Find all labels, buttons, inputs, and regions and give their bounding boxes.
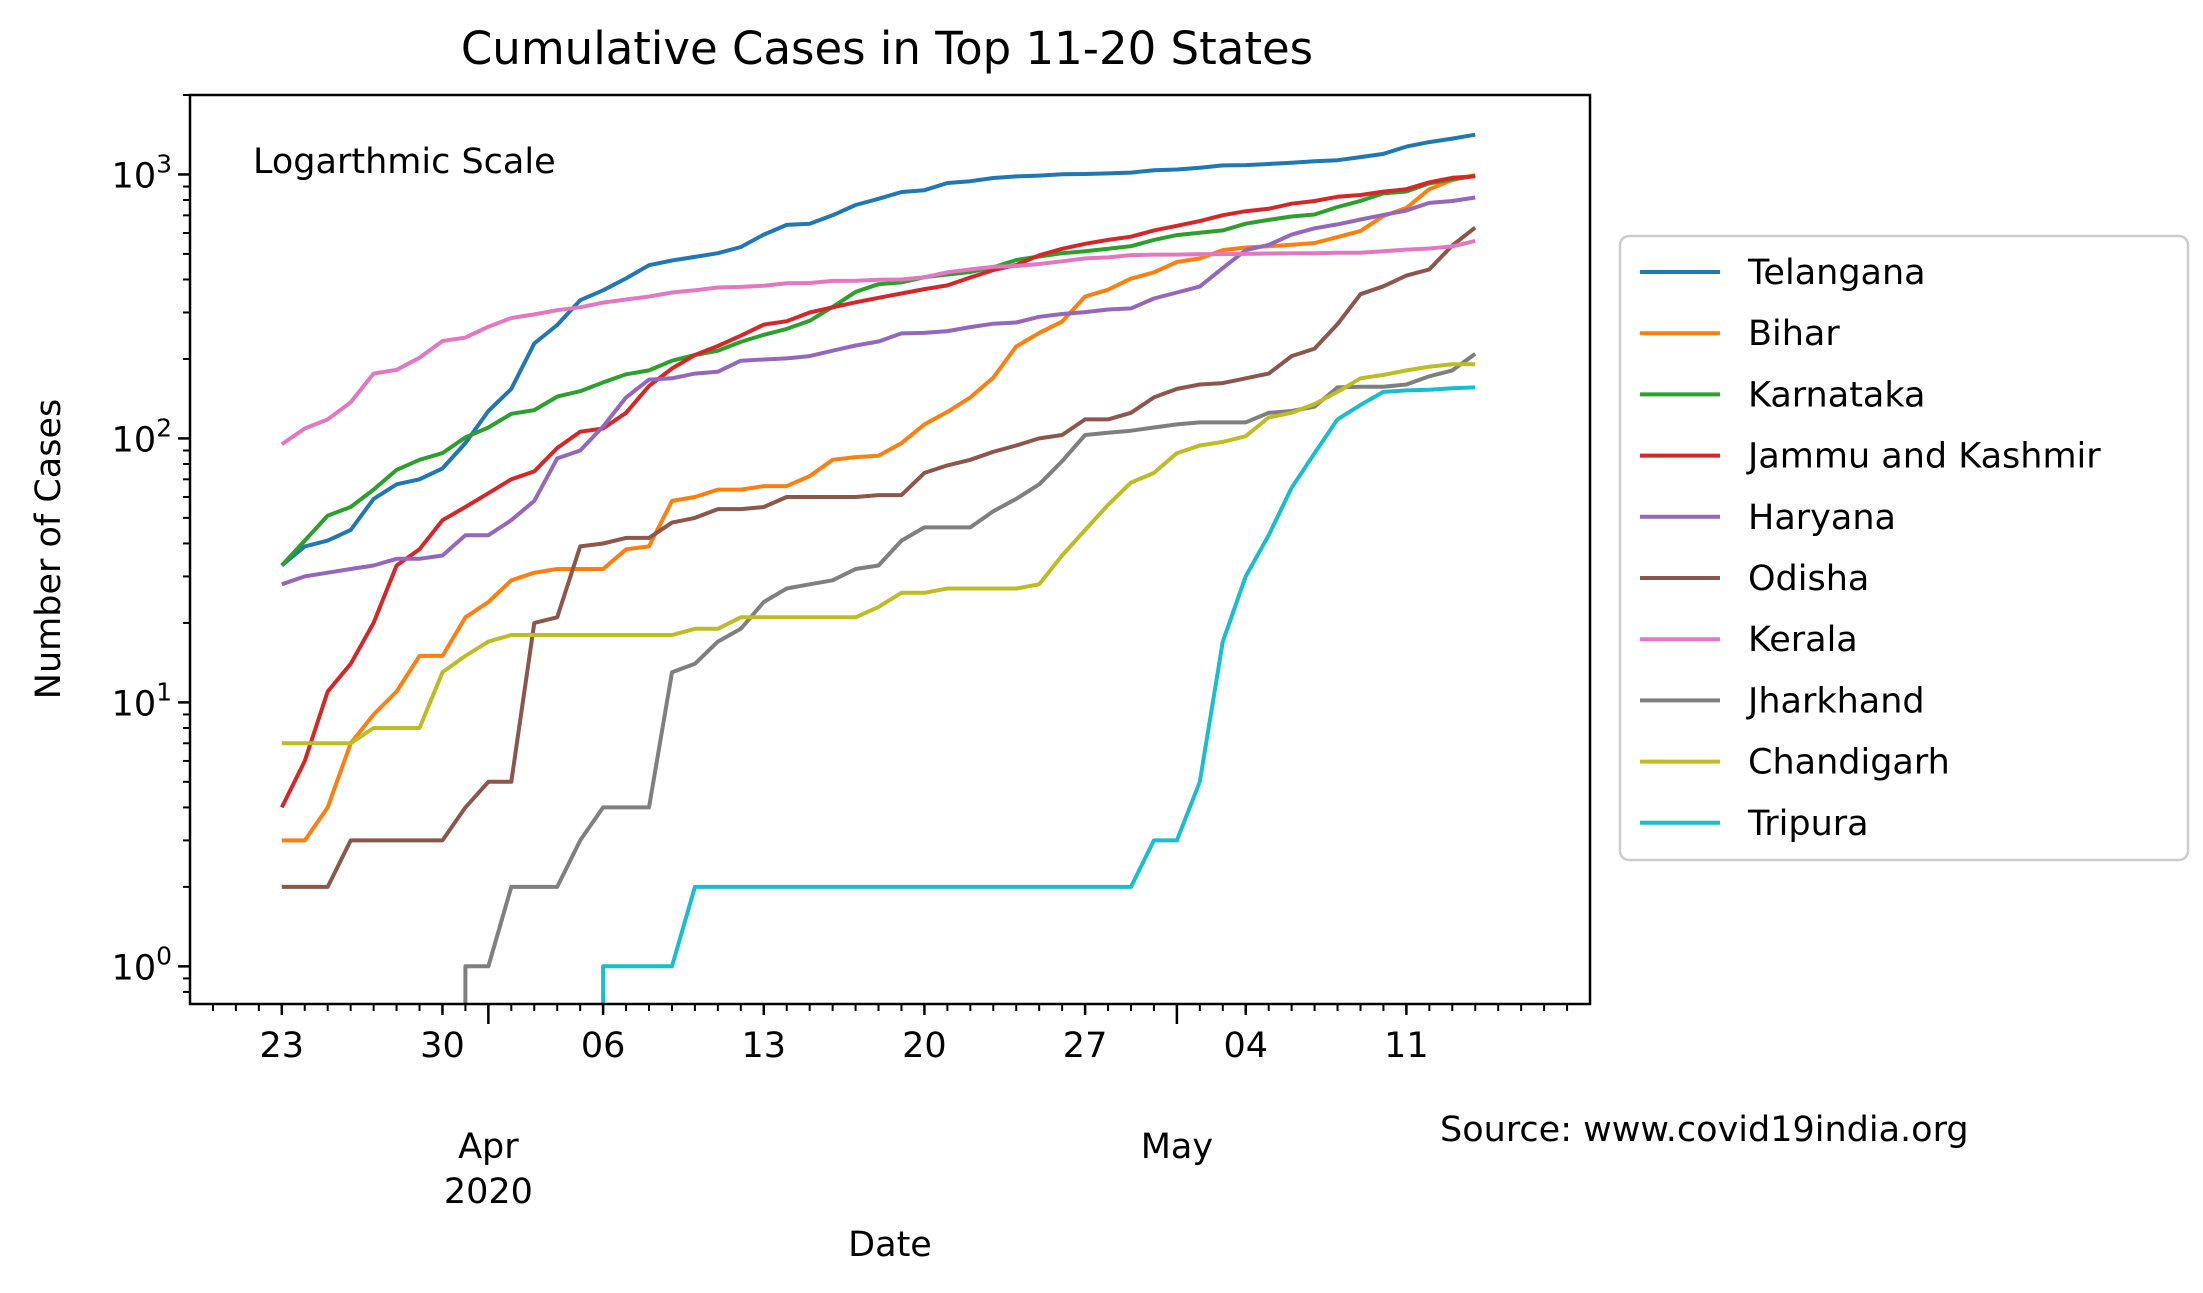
plot-area: [188, 93, 1592, 1006]
x-tick-label: 23: [260, 1026, 305, 1066]
x-tick-label: 11: [1384, 1026, 1429, 1066]
x-axis-label: Date: [848, 1225, 932, 1265]
x-tick-label: 30: [420, 1026, 465, 1066]
x-month-label: May: [1141, 1127, 1213, 1167]
y-axis-label: Number of Cases: [29, 399, 69, 699]
plot-frame: [188, 93, 1592, 1006]
legend-label: Jharkhand: [1746, 681, 1925, 721]
legend-label: Bihar: [1748, 314, 1840, 354]
plot-background: [190, 95, 1590, 1004]
series-line-karnataka: [280, 174, 1476, 567]
x-month-label: 2020: [444, 1172, 533, 1212]
legend-frame: [1618, 234, 2190, 862]
legend-items: Telangana Bihar Karnataka Jammu and Kashmir…: [1640, 253, 2101, 844]
legend-label: Kerala: [1748, 620, 1858, 660]
legend: Telangana Bihar Karnataka Jammu and Kashmir…: [1618, 234, 2190, 862]
series-line-tripura: [601, 385, 1476, 1004]
legend-label: Telangana: [1747, 253, 1926, 293]
y-tick-label: 101: [112, 677, 172, 724]
x-tick-label: 04: [1223, 1026, 1268, 1066]
legend-label: Haryana: [1748, 498, 1896, 538]
series-lines: [280, 132, 1477, 1004]
x-axis: 23 30 06 13 20 27 04 11 Apr 2020 May: [211, 1004, 1569, 1212]
y-axis: 100 101 102 103: [112, 94, 190, 993]
x-tick-label: 13: [741, 1026, 786, 1066]
x-month-label: Apr: [458, 1127, 519, 1167]
legend-label: Tripura: [1747, 804, 1869, 844]
y-tick-label: 102: [112, 413, 172, 460]
series-line-odisha: [281, 226, 1477, 889]
legend-label: Odisha: [1748, 559, 1869, 599]
series-line-haryana: [281, 195, 1476, 587]
series-line-jammu-and-kashmir: [280, 174, 1476, 809]
series-line-kerala: [280, 238, 1476, 446]
chart-title: Cumulative Cases in Top 11-20 States: [461, 22, 1313, 75]
series-line-chandigarh: [281, 362, 1476, 746]
y-tick-label: 103: [112, 149, 172, 196]
y-tick-label: 100: [112, 941, 172, 988]
log-scale-annotation: Logarthmic Scale: [253, 142, 556, 182]
source-note: Source: www.covid19india.org: [1440, 1110, 1969, 1150]
series-line-telangana: [280, 132, 1476, 568]
legend-label: Karnataka: [1748, 375, 1925, 415]
x-tick-label: 06: [581, 1026, 626, 1066]
legend-label: Jammu and Kashmir: [1746, 437, 2101, 477]
series-line-bihar: [281, 173, 1476, 843]
legend-label: Chandigarh: [1748, 743, 1950, 783]
x-tick-label: 20: [902, 1026, 947, 1066]
x-tick-label: 27: [1063, 1026, 1108, 1066]
